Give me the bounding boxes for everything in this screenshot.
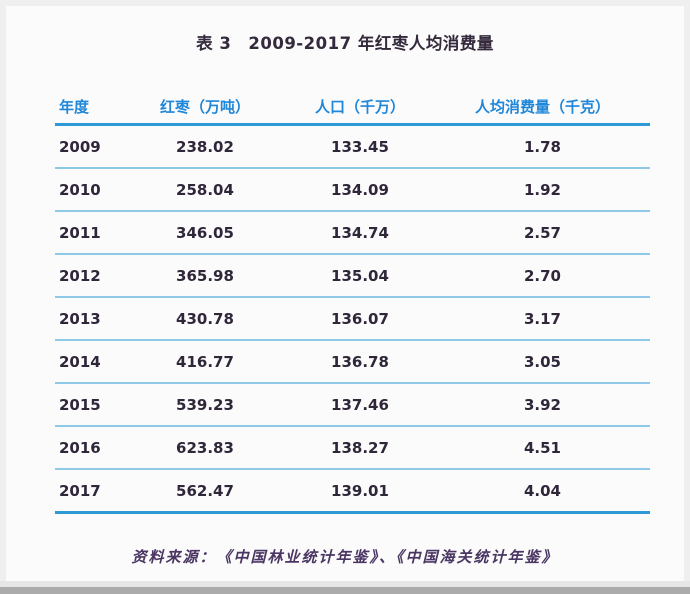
cell-jujube-output: 238.02 xyxy=(176,137,234,156)
cell-year: 2012 xyxy=(59,266,101,285)
cell-jujube-output: 365.98 xyxy=(176,266,234,285)
table-row: 2009 238.02 133.45 1.78 xyxy=(55,126,650,169)
cell-per-capita: 2.70 xyxy=(523,266,561,285)
table-title: 表 3 2009-2017 年红枣人均消费量 xyxy=(196,34,494,53)
cell-jujube-output: 623.83 xyxy=(176,438,234,457)
cell-population: 135.04 xyxy=(331,266,389,285)
table-header-row: 年度 红枣（万吨） 人口（千万） 人均消费量（千克） xyxy=(55,90,650,126)
cell-per-capita: 4.04 xyxy=(523,481,561,500)
cell-year: 2011 xyxy=(59,223,101,242)
cell-per-capita: 3.92 xyxy=(523,395,561,414)
table-row: 2014 416.77 136.78 3.05 xyxy=(55,341,650,384)
cell-per-capita: 3.17 xyxy=(523,309,561,328)
table-row: 2010 258.04 134.09 1.92 xyxy=(55,169,650,212)
bottom-edge-strip xyxy=(0,587,690,594)
cell-population: 137.46 xyxy=(331,395,389,414)
table-row: 2013 430.78 136.07 3.17 xyxy=(55,298,650,341)
table-row: 2015 539.23 137.46 3.92 xyxy=(55,384,650,427)
cell-year: 2016 xyxy=(59,438,101,457)
cell-population: 136.07 xyxy=(331,309,389,328)
column-header-per-capita: 人均消费量（千克） xyxy=(474,98,610,116)
cell-population: 134.09 xyxy=(331,180,389,199)
cell-year: 2010 xyxy=(59,180,101,199)
cell-jujube-output: 258.04 xyxy=(176,180,234,199)
cell-population: 138.27 xyxy=(331,438,389,457)
cell-per-capita: 4.51 xyxy=(523,438,561,457)
bottom-fade-band xyxy=(0,581,690,587)
table-row: 2016 623.83 138.27 4.51 xyxy=(55,427,650,470)
cell-population: 139.01 xyxy=(331,481,389,500)
cell-per-capita: 1.92 xyxy=(523,180,561,199)
cell-year: 2014 xyxy=(59,352,101,371)
table-row: 2012 365.98 135.04 2.70 xyxy=(55,255,650,298)
cell-jujube-output: 539.23 xyxy=(176,395,234,414)
cell-year: 2013 xyxy=(59,309,101,328)
cell-year: 2015 xyxy=(59,395,101,414)
table-body: 2009 238.02 133.45 1.78 2010 258.04 134.09 1.92… xyxy=(55,126,650,514)
cell-per-capita: 3.05 xyxy=(523,352,561,371)
cell-jujube-output: 416.77 xyxy=(176,352,234,371)
cell-year: 2017 xyxy=(59,481,101,500)
cell-per-capita: 1.78 xyxy=(523,137,561,156)
cell-population: 136.78 xyxy=(331,352,389,371)
cell-population: 134.74 xyxy=(331,223,389,242)
column-header-jujube: 红枣（万吨） xyxy=(159,98,250,116)
table-row: 2017 562.47 139.01 4.04 xyxy=(55,470,650,514)
cell-year: 2009 xyxy=(59,137,101,156)
table-row: 2011 346.05 134.74 2.57 xyxy=(55,212,650,255)
cell-per-capita: 2.57 xyxy=(523,223,561,242)
cell-jujube-output: 562.47 xyxy=(176,481,234,500)
consumption-table: 年度 红枣（万吨） 人口（千万） 人均消费量（千克） 2009 238.02 133… xyxy=(55,90,650,514)
column-header-population: 人口（千万） xyxy=(314,98,405,116)
source-note: 资料来源：《中国林业统计年鉴》、《中国海关统计年鉴》 xyxy=(131,548,559,566)
cell-population: 133.45 xyxy=(331,137,389,156)
cell-jujube-output: 430.78 xyxy=(176,309,234,328)
column-header-year: 年度 xyxy=(59,98,90,116)
cell-jujube-output: 346.05 xyxy=(176,223,234,242)
